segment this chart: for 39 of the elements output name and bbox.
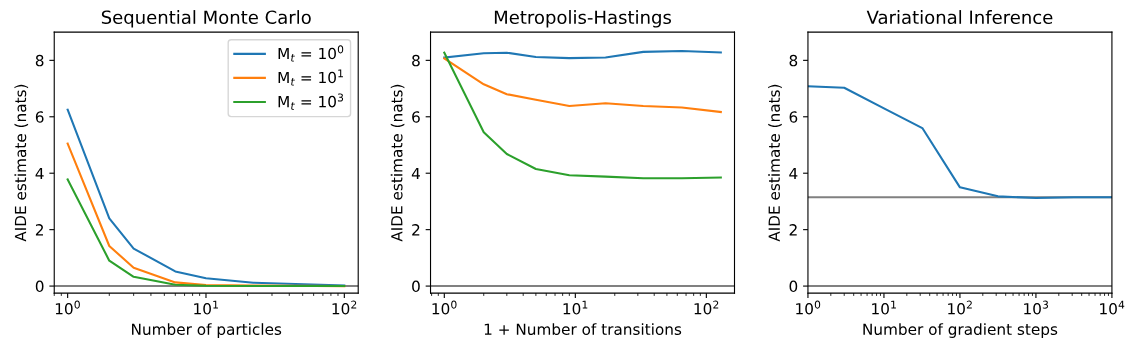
legend-label: M$_{t}$ = 10$^{3}$ [278, 93, 344, 110]
x-tick-label: 10$^{0}$ [796, 300, 821, 315]
x-tick-label: 10$^{0}$ [55, 300, 80, 315]
y-axis-title: AIDE estimate (nats) [390, 84, 405, 242]
y-tick-label: 2 [789, 224, 797, 236]
y-tick-label: 0 [412, 280, 420, 293]
x-axis-title: 1 + Number of transitions [484, 323, 682, 336]
y-tick-label: 4 [35, 167, 44, 180]
y-tick-label: 6 [35, 111, 44, 123]
y-tick-label: 4 [411, 167, 420, 180]
x-tick-label: 10$^{2}$ [948, 300, 972, 315]
legend-label: M$_{t}$ = 10$^{0}$ [278, 45, 344, 62]
y-tick-label: 8 [412, 54, 420, 67]
chart-title: Metropolis-Hastings [494, 10, 672, 28]
y-axis-title: AIDE estimate (nats) [768, 84, 782, 242]
x-tick-label: 10$^{0}$ [432, 300, 457, 315]
y-tick-label: 4 [789, 167, 798, 180]
x-tick-label: 10$^{1}$ [872, 300, 896, 315]
chart-title: Sequential Monte Carlo [101, 10, 311, 28]
x-tick-label: 10$^{2}$ [332, 300, 357, 315]
y-tick-label: 0 [789, 280, 798, 293]
y-axis-title: AIDE estimate (nats) [14, 84, 29, 242]
y-tick-label: 2 [412, 224, 420, 236]
x-tick-label: 10$^{1}$ [563, 300, 588, 315]
y-tick-label: 0 [35, 280, 44, 293]
x-tick-label: 10$^{4}$ [1100, 300, 1125, 315]
line-series [807, 85, 1112, 200]
chart-title: Variational Inference [866, 10, 1053, 25]
y-tick-label: 8 [789, 54, 798, 67]
x-tick-label: 10$^{2}$ [694, 300, 719, 315]
y-tick-label: 6 [789, 111, 798, 123]
x-axis-title: Number of particles [132, 323, 282, 338]
x-tick-label: 10$^{3}$ [1024, 300, 1049, 315]
x-tick-label: 10$^{1}$ [194, 300, 218, 315]
legend-label: M$_{t}$ = 10$^{1}$ [278, 69, 343, 86]
y-tick-label: 8 [35, 54, 44, 67]
y-tick-label: 2 [35, 224, 43, 236]
x-axis-title: Number of gradient steps [863, 323, 1058, 338]
y-tick-label: 6 [412, 111, 420, 123]
